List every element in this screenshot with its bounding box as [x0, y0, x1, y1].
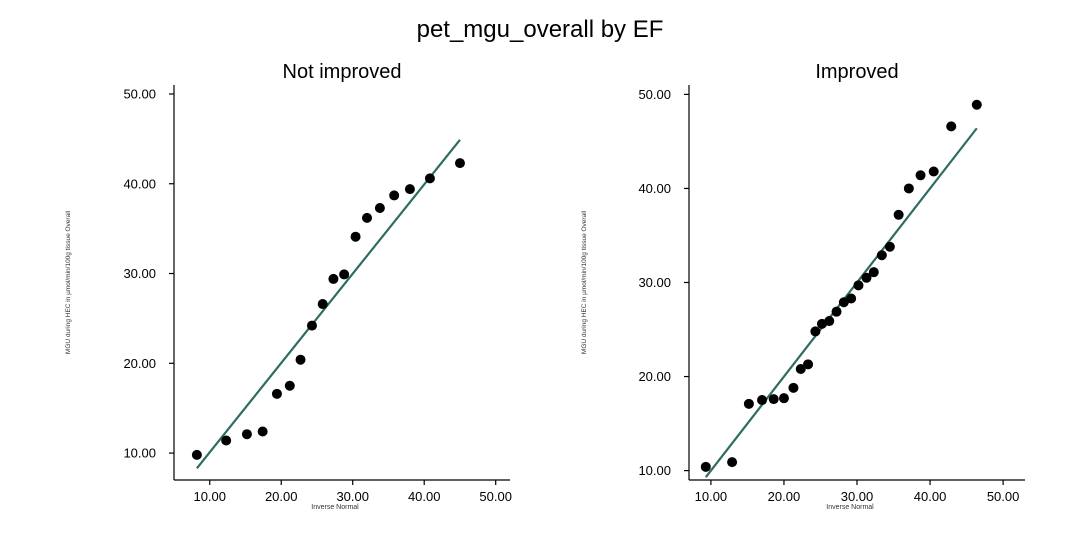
data-point [861, 272, 872, 283]
data-point [389, 190, 400, 201]
data-point [915, 170, 926, 181]
panel-title: Not improved [283, 61, 402, 83]
x-tick-label: 50.00 [987, 489, 1020, 504]
x-tick-label: 20.00 [265, 489, 298, 504]
x-tick-label: 30.00 [336, 489, 369, 504]
data-point [928, 166, 939, 177]
y-tick-label: 20.00 [638, 369, 671, 384]
data-point [339, 269, 350, 280]
data-point [824, 316, 835, 327]
data-point [271, 388, 282, 399]
chart-title: pet_mgu_overall by EF [417, 16, 664, 43]
data-point [876, 250, 887, 261]
data-point [191, 449, 202, 460]
x-tick-label: 40.00 [408, 489, 441, 504]
data-point [846, 293, 857, 304]
data-point [404, 184, 415, 195]
data-point [884, 241, 895, 252]
y-tick-label: 40.00 [123, 176, 156, 191]
data-point [903, 183, 914, 194]
panels: Not improved 10.00 20.00 30.00 40.00 50.00 10.… [65, 61, 1025, 511]
data-point [454, 158, 465, 169]
data-point [328, 273, 339, 284]
y-tick-label: 10.00 [123, 446, 156, 461]
y-axis-label: MGU during HEC in µmol/min/100g tissue O… [581, 210, 588, 354]
data-point [893, 209, 904, 220]
y-tick-label: 20.00 [123, 356, 156, 371]
data-point [295, 354, 306, 365]
y-tick-label: 50.00 [123, 86, 156, 101]
panel-improved: Improved 10.00 20.00 30.00 40.00 50.00 10.00 20… [581, 61, 1025, 511]
x-tick-label: 20.00 [768, 489, 801, 504]
y-tick-label: 40.00 [638, 181, 671, 196]
data-point [350, 231, 361, 242]
data-point [831, 306, 842, 317]
data-point [868, 267, 879, 278]
x-axis-label: Inverse Normal [311, 504, 359, 511]
x-tick-label: 50.00 [479, 489, 512, 504]
y-tick-label: 10.00 [638, 463, 671, 478]
data-point [700, 461, 711, 472]
data-point [810, 326, 821, 337]
x-tick-label: 40.00 [914, 489, 947, 504]
data-point [362, 212, 373, 223]
data-point [757, 395, 768, 406]
x-axis-label: Inverse Normal [826, 504, 874, 511]
data-point [424, 173, 435, 184]
data-point [803, 359, 814, 370]
y-axis-label: MGU during HEC in µmol/min/100g tissue O… [65, 210, 72, 354]
y-tick-label: 30.00 [123, 266, 156, 281]
x-tick-label: 10.00 [695, 489, 728, 504]
data-point [743, 398, 754, 409]
data-point [317, 299, 328, 310]
data-point [946, 121, 957, 132]
y-tick-label: 30.00 [638, 275, 671, 290]
data-point [788, 382, 799, 393]
y-tick-label: 50.00 [638, 87, 671, 102]
fit-line [196, 139, 461, 470]
panel-not-improved: Not improved 10.00 20.00 30.00 40.00 50.00 10.… [65, 61, 512, 511]
data-point [221, 435, 232, 446]
data-point [853, 280, 864, 291]
data-point [284, 380, 295, 391]
panel-title: Improved [815, 61, 898, 83]
data-point [778, 393, 789, 404]
data-point [241, 429, 252, 440]
data-point [727, 457, 738, 468]
data-point [971, 99, 982, 110]
x-tick-label: 30.00 [841, 489, 874, 504]
x-tick-label: 10.00 [193, 489, 226, 504]
data-point [306, 320, 317, 331]
data-point [795, 364, 806, 375]
data-point [768, 394, 779, 405]
data-point [257, 426, 268, 437]
data-point [374, 202, 385, 213]
